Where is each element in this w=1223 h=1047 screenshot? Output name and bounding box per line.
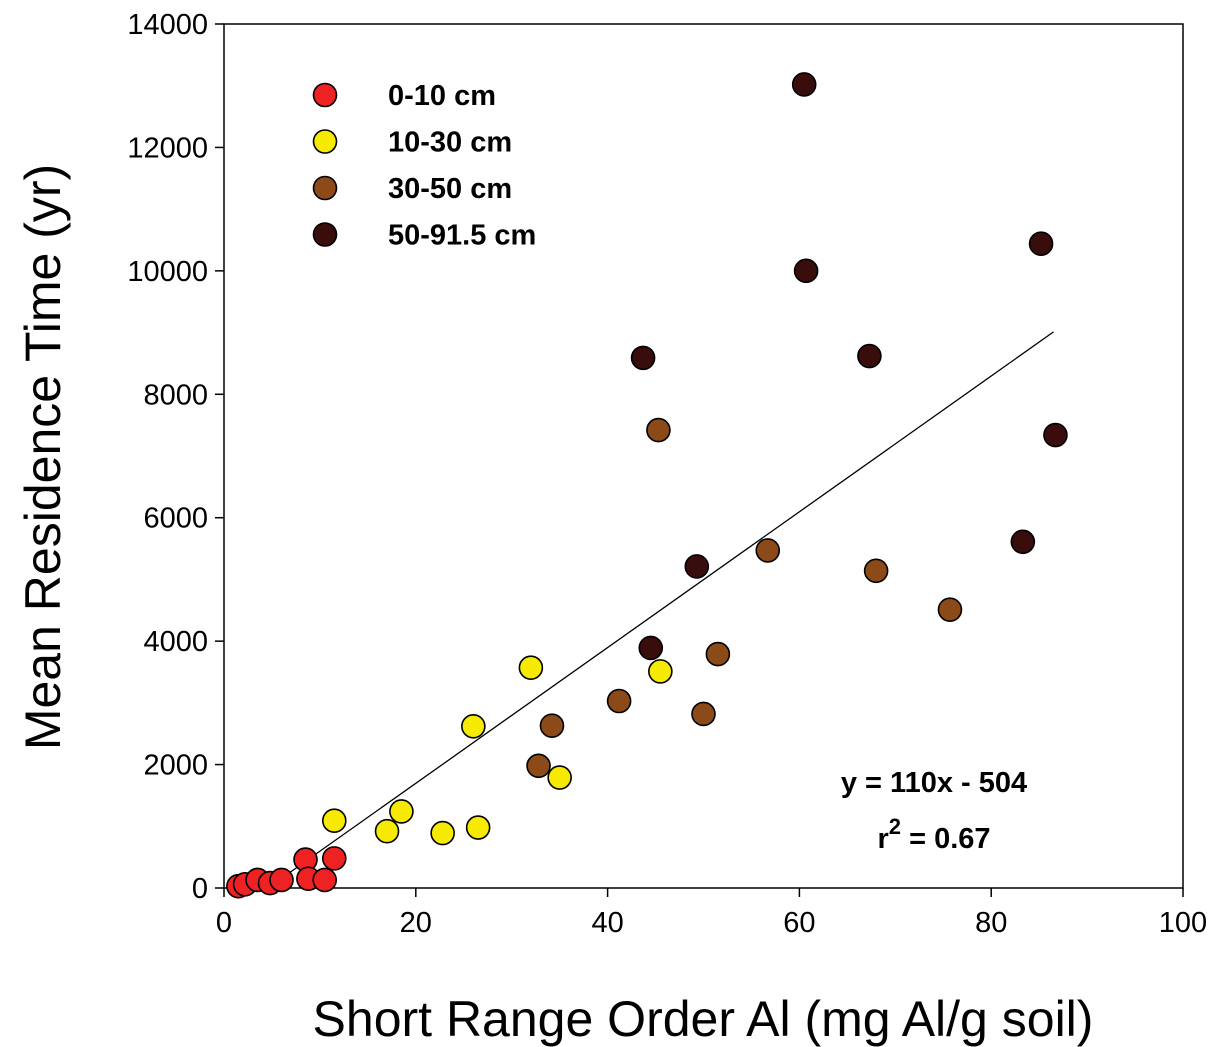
axes: 0 20 40 60 80 100 0 2000 4000 6000 8000 10000 12000 1… xyxy=(127,9,1207,939)
data-point xyxy=(321,846,347,871)
y-axis-title: Mean Residence Time (yr) xyxy=(15,164,71,750)
legend: 0-10 cm 10-30 cm 30-50 cm 50-91.5 cm xyxy=(312,80,536,252)
series-group xyxy=(226,846,347,899)
legend-label: 10-30 cm xyxy=(388,127,512,159)
legend-marker xyxy=(312,222,338,247)
data-point xyxy=(312,867,337,893)
data-point xyxy=(857,343,882,369)
r-squared-superscript: 2 xyxy=(889,814,901,839)
x-axis-title: Short Range Order Al (mg Al/g soil) xyxy=(313,991,1094,1047)
x-tick-label: 40 xyxy=(591,907,623,939)
data-point xyxy=(638,635,664,661)
legend-marker xyxy=(312,82,338,108)
y-tick-label: 14000 xyxy=(127,9,208,41)
data-point xyxy=(465,815,491,840)
legend-label: 50-91.5 cm xyxy=(388,220,536,252)
y-tick-label: 4000 xyxy=(143,626,208,658)
data-point xyxy=(374,818,400,844)
data-point xyxy=(630,345,656,371)
data-point xyxy=(547,765,572,790)
data-point xyxy=(791,72,817,97)
y-tick-label: 12000 xyxy=(127,132,208,164)
data-point xyxy=(684,554,710,579)
data-point xyxy=(1043,422,1068,448)
data-point xyxy=(1028,231,1054,257)
data-point xyxy=(646,417,671,443)
legend-label: 30-50 cm xyxy=(388,173,512,205)
data-point xyxy=(648,659,673,684)
legend-marker xyxy=(312,129,338,154)
data-points xyxy=(226,72,1068,899)
data-point xyxy=(691,701,716,727)
data-point xyxy=(793,258,819,284)
data-point xyxy=(430,820,455,846)
y-tick-label: 6000 xyxy=(143,503,208,535)
r-squared-value: = 0.67 xyxy=(901,823,991,855)
data-point xyxy=(389,799,414,824)
series-group xyxy=(630,72,1068,661)
regression-equation: y = 110x - 504 xyxy=(841,767,1027,799)
data-point xyxy=(526,753,551,779)
y-tick-label: 10000 xyxy=(127,256,208,288)
data-point xyxy=(863,558,889,584)
data-point xyxy=(269,867,294,893)
data-point xyxy=(461,714,486,739)
data-point xyxy=(1010,529,1036,555)
data-point xyxy=(606,688,632,714)
r-squared-prefix: r xyxy=(877,823,888,855)
series-group xyxy=(321,655,673,846)
data-point xyxy=(518,655,544,680)
x-tick-label: 20 xyxy=(400,907,432,939)
data-point xyxy=(705,641,731,667)
x-tick-label: 0 xyxy=(216,907,232,939)
regression-line xyxy=(269,331,1054,888)
data-point xyxy=(937,597,963,622)
r-squared-label: r2 = 0.67 xyxy=(877,814,990,855)
legend-label: 0-10 cm xyxy=(388,80,496,112)
data-point xyxy=(539,713,565,738)
y-tick-label: 8000 xyxy=(143,379,208,411)
series-group xyxy=(526,417,963,779)
plot-frame xyxy=(223,23,1184,889)
x-tick-label: 100 xyxy=(1159,907,1207,939)
legend-marker xyxy=(312,175,338,201)
y-tick-label: 2000 xyxy=(143,750,208,782)
x-tick-label: 80 xyxy=(975,907,1007,939)
x-tick-label: 60 xyxy=(783,907,815,939)
data-point xyxy=(755,538,781,563)
y-tick-label: 0 xyxy=(192,873,208,905)
regression-layer xyxy=(269,331,1054,888)
data-point xyxy=(321,808,347,834)
